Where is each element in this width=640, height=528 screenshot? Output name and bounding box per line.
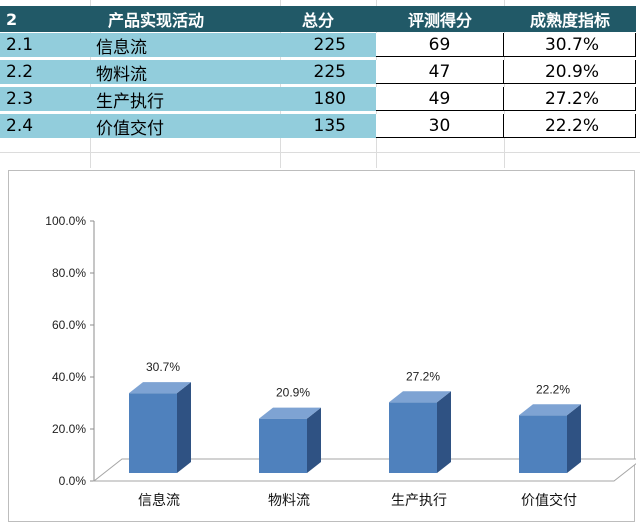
spreadsheet-area: 2 产品实现活动 总分 评测得分 成熟度指标 2.1 信息流 225 69 30… bbox=[0, 0, 640, 168]
bar-top bbox=[519, 404, 581, 416]
bar-side bbox=[567, 404, 581, 473]
x-category-label: 信息流 bbox=[138, 492, 180, 509]
x-category-label: 物料流 bbox=[268, 493, 310, 509]
table-header-row: 2 产品实现活动 总分 评测得分 成熟度指标 bbox=[0, 6, 640, 32]
x-category-label: 生产执行 bbox=[391, 493, 447, 509]
y-tick-label: 80.0% bbox=[52, 266, 86, 280]
table-row: 2.4 价值交付 135 30 22.2% bbox=[0, 114, 640, 139]
chart-floor bbox=[92, 458, 636, 482]
bar-side bbox=[177, 382, 191, 473]
row-activity-cell[interactable]: 物料流 bbox=[90, 60, 280, 85]
bar-front bbox=[519, 415, 567, 473]
row-maturity-cell[interactable]: 22.2% bbox=[504, 114, 636, 138]
bar-top bbox=[389, 391, 451, 403]
row-total-cell[interactable]: 135 bbox=[280, 114, 376, 138]
row-total-cell[interactable]: 225 bbox=[280, 33, 376, 57]
bar-top bbox=[129, 382, 191, 394]
grid-line bbox=[0, 152, 640, 153]
row-score-cell[interactable]: 47 bbox=[376, 60, 504, 84]
header-maturity-cell[interactable]: 成熟度指标 bbox=[504, 6, 636, 32]
row-total-cell[interactable]: 180 bbox=[280, 87, 376, 111]
row-activity-cell[interactable]: 价值交付 bbox=[90, 114, 280, 139]
row-score-cell[interactable]: 49 bbox=[376, 87, 504, 111]
y-tick-label: 20.0% bbox=[52, 422, 86, 436]
table-row: 2.3 生产执行 180 49 27.2% bbox=[0, 87, 640, 112]
y-tick-label: 40.0% bbox=[52, 370, 86, 384]
row-score-cell[interactable]: 69 bbox=[376, 33, 504, 57]
data-label: 20.9% bbox=[276, 386, 310, 400]
bar-front bbox=[129, 393, 177, 473]
grid-line bbox=[376, 0, 377, 168]
row-activity-cell[interactable]: 生产执行 bbox=[90, 87, 280, 112]
header-total-cell[interactable]: 总分 bbox=[280, 6, 376, 32]
row-maturity-cell[interactable]: 20.9% bbox=[504, 60, 636, 84]
y-tick-label: 0.0% bbox=[59, 474, 87, 488]
table-row: 2.2 物料流 225 47 20.9% bbox=[0, 60, 640, 85]
maturity-chart[interactable]: 0.0% 20.0% 40.0% 60.0% 80.0% 100.0% 30.7% 信息流 20… bbox=[8, 170, 636, 522]
row-index-cell[interactable]: 2.2 bbox=[0, 60, 90, 84]
table-row: 2.1 信息流 225 69 30.7% bbox=[0, 33, 640, 58]
chart-canvas: 0.0% 20.0% 40.0% 60.0% 80.0% 100.0% 30.7% 信息流 20… bbox=[45, 214, 636, 509]
bar-top bbox=[259, 407, 321, 419]
y-tick-label: 100.0% bbox=[45, 214, 86, 228]
row-index-cell[interactable]: 2.4 bbox=[0, 114, 90, 138]
row-activity-cell[interactable]: 信息流 bbox=[90, 33, 280, 58]
row-total-cell[interactable]: 225 bbox=[280, 60, 376, 84]
bar-front bbox=[389, 402, 437, 473]
header-index-cell[interactable]: 2 bbox=[0, 6, 90, 32]
row-maturity-cell[interactable]: 30.7% bbox=[504, 33, 636, 57]
header-activity-cell[interactable]: 产品实现活动 bbox=[90, 6, 280, 32]
grid-line bbox=[90, 0, 91, 168]
row-score-cell[interactable]: 30 bbox=[376, 114, 504, 138]
y-tick-label: 60.0% bbox=[52, 318, 86, 332]
bar-side bbox=[307, 407, 321, 473]
row-index-cell[interactable]: 2.3 bbox=[0, 87, 90, 111]
bar-side bbox=[437, 391, 451, 473]
data-label: 30.7% bbox=[146, 360, 180, 374]
header-score-cell[interactable]: 评测得分 bbox=[376, 6, 504, 32]
grid-line bbox=[504, 0, 505, 168]
x-category-label: 价值交付 bbox=[521, 492, 577, 509]
bar-front bbox=[259, 418, 307, 473]
row-index-cell[interactable]: 2.1 bbox=[0, 33, 90, 57]
data-label: 27.2% bbox=[406, 369, 440, 383]
row-maturity-cell[interactable]: 27.2% bbox=[504, 87, 636, 111]
data-label: 22.2% bbox=[536, 382, 570, 396]
grid-line bbox=[280, 0, 281, 168]
